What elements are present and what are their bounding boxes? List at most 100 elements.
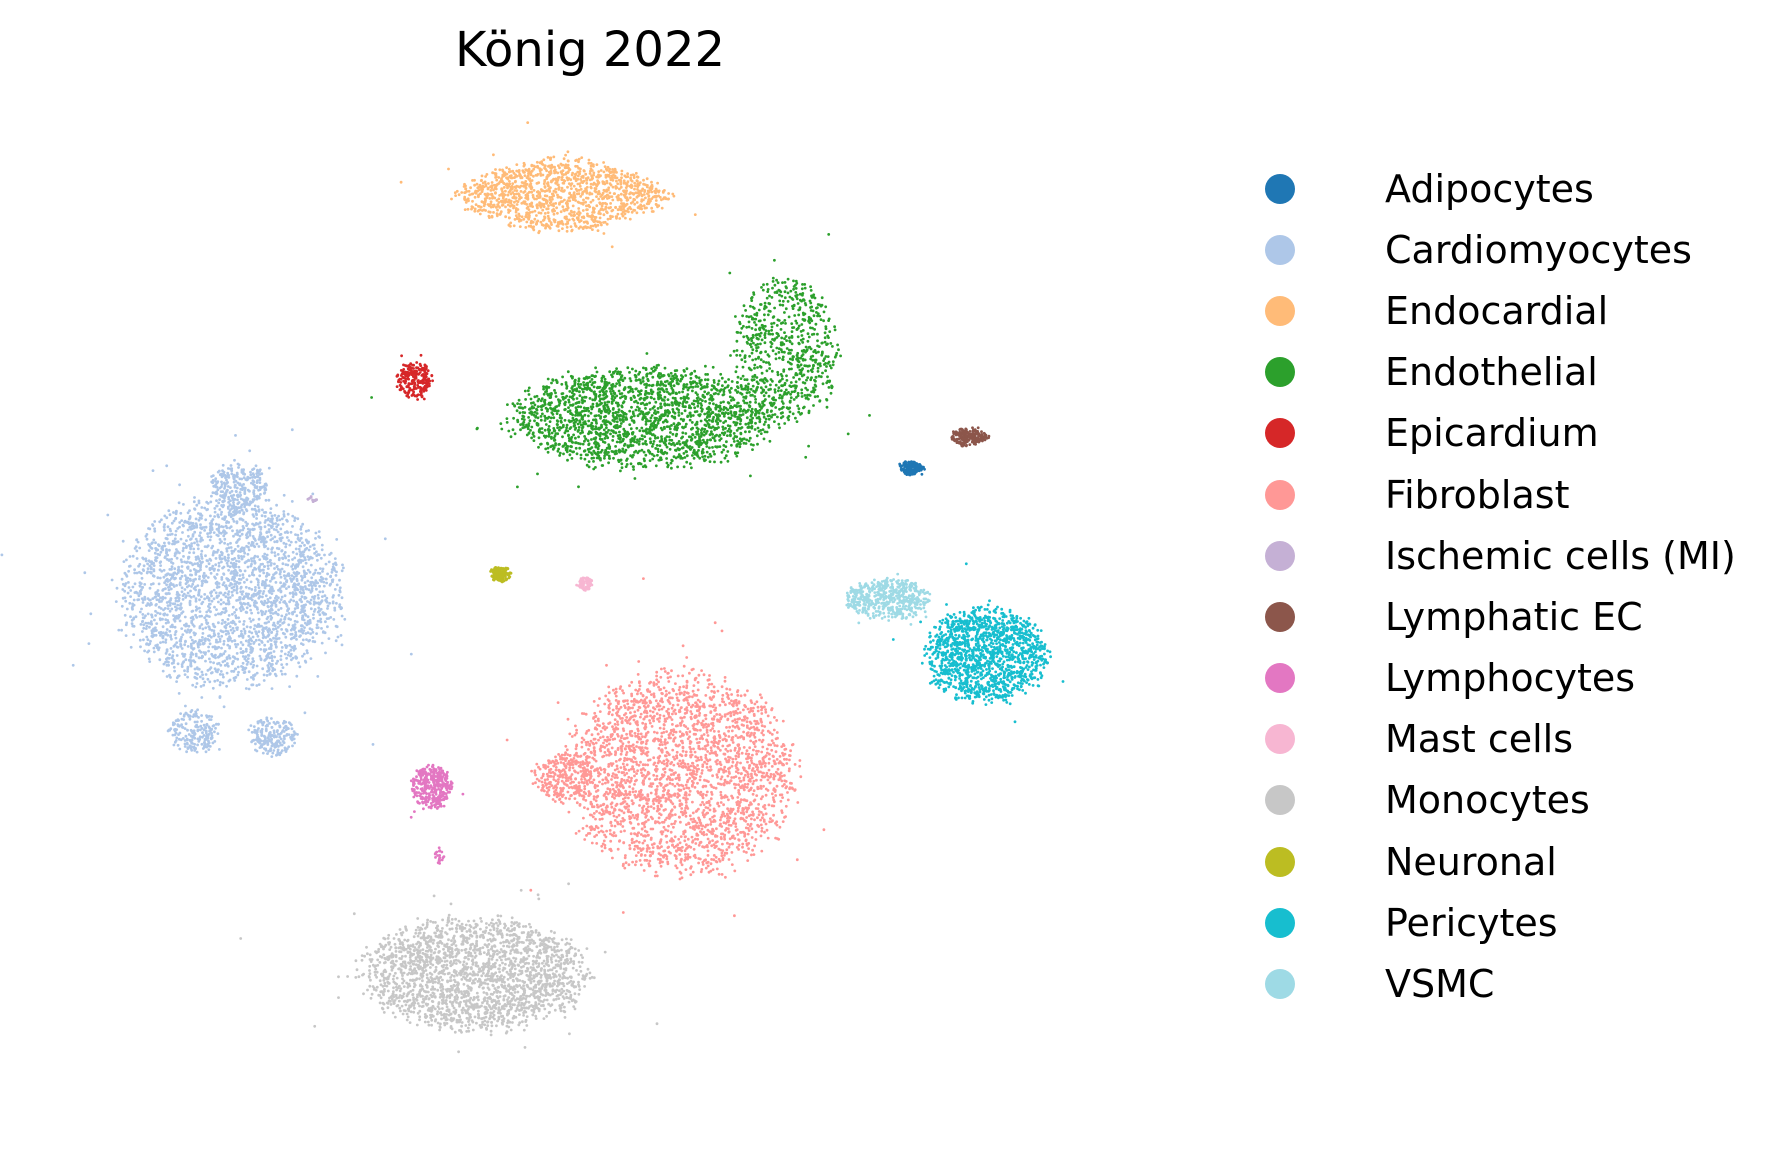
scatter-point — [326, 572, 329, 576]
scatter-point — [615, 179, 618, 183]
scatter-point — [597, 181, 601, 185]
scatter-point — [181, 531, 184, 534]
scatter-point — [485, 196, 489, 200]
scatter-point — [252, 491, 256, 494]
scatter-point — [217, 501, 221, 505]
scatter-point — [304, 529, 308, 533]
scatter-point — [244, 687, 248, 690]
scatter-point — [656, 410, 659, 414]
scatter-point — [191, 521, 195, 525]
scatter-point — [273, 554, 277, 558]
scatter-point — [261, 631, 264, 635]
scatter-point — [270, 592, 274, 595]
scatter-point — [271, 669, 274, 673]
scatter-point — [553, 171, 556, 175]
scatter-point — [260, 514, 264, 518]
scatter-point — [589, 167, 593, 171]
scatter-point — [287, 745, 291, 749]
scatter-point — [242, 476, 246, 480]
scatter-point — [258, 569, 262, 573]
scatter-point — [270, 603, 274, 607]
scatter-point — [144, 557, 148, 561]
scatter-point — [615, 186, 619, 190]
scatter-point — [308, 638, 311, 642]
scatter-point — [175, 641, 179, 644]
scatter-point — [254, 742, 257, 746]
scatter-point — [289, 540, 293, 544]
scatter-point — [319, 556, 323, 560]
scatter-point — [195, 540, 199, 543]
scatter-point — [214, 591, 218, 595]
scatter-point — [257, 538, 261, 541]
scatter-point — [500, 199, 504, 203]
scatter-point — [192, 713, 196, 716]
scatter-point — [244, 595, 248, 598]
scatter-point — [589, 182, 593, 186]
scatter-point — [277, 596, 280, 600]
scatter-point — [249, 596, 253, 600]
scatter-point — [120, 577, 124, 581]
scatter-point — [213, 679, 217, 683]
scatter-point — [291, 585, 295, 589]
scatter-point — [613, 167, 617, 171]
scatter-point — [577, 207, 581, 210]
scatter-point — [600, 193, 604, 197]
scatter-point — [282, 493, 286, 497]
scatter-point — [608, 191, 612, 195]
scatter-point — [634, 171, 638, 175]
scatter-point — [250, 639, 254, 643]
scatter-point — [261, 592, 265, 595]
scatter-point — [192, 624, 196, 628]
scatter-point — [241, 590, 245, 593]
scatter-point — [173, 633, 177, 636]
scatter-point — [227, 568, 231, 572]
scatter-point — [589, 169, 592, 173]
scatter-point — [239, 609, 243, 613]
scatter-point — [274, 581, 278, 584]
scatter-point — [505, 172, 509, 176]
scatter-point — [279, 658, 283, 661]
scatter-point — [510, 176, 514, 180]
scatter-point — [288, 685, 291, 688]
scatter-point — [173, 552, 177, 556]
scatter-point — [542, 182, 546, 186]
scatter-point — [154, 633, 158, 637]
scatter-point — [234, 667, 237, 671]
scatter-point — [218, 640, 222, 643]
scatter-point — [217, 632, 220, 636]
scatter-point — [167, 728, 171, 732]
scatter-point — [189, 527, 193, 531]
scatter-point — [188, 717, 192, 721]
scatter-point — [239, 569, 243, 573]
scatter-point — [179, 638, 182, 642]
scatter-point — [522, 217, 526, 221]
scatter-point — [153, 527, 157, 531]
scatter-point — [283, 594, 287, 598]
scatter-point — [206, 508, 210, 511]
scatter-point — [230, 507, 234, 511]
scatter-point — [290, 580, 293, 583]
scatter-point — [179, 511, 183, 515]
scatter-point — [183, 669, 186, 673]
scatter-point — [334, 574, 338, 577]
scatter-point — [273, 567, 276, 570]
scatter-point — [324, 562, 328, 566]
scatter-point — [143, 583, 147, 586]
scatter-point — [157, 543, 160, 547]
scatter-point — [463, 182, 466, 186]
scatter-point — [318, 619, 322, 623]
scatter-point — [317, 530, 321, 533]
scatter-point — [193, 736, 197, 740]
scatter-point — [135, 538, 139, 542]
scatter-point — [520, 215, 524, 219]
scatter-point — [303, 659, 307, 663]
scatter-point — [226, 596, 230, 600]
scatter-point — [142, 638, 145, 642]
scatter-point — [218, 538, 222, 541]
scatter-point — [463, 191, 466, 195]
scatter-point — [651, 375, 655, 379]
scatter-point — [280, 646, 284, 649]
scatter-point — [202, 526, 206, 529]
scatter-point — [315, 554, 319, 557]
scatter-point — [330, 578, 334, 582]
